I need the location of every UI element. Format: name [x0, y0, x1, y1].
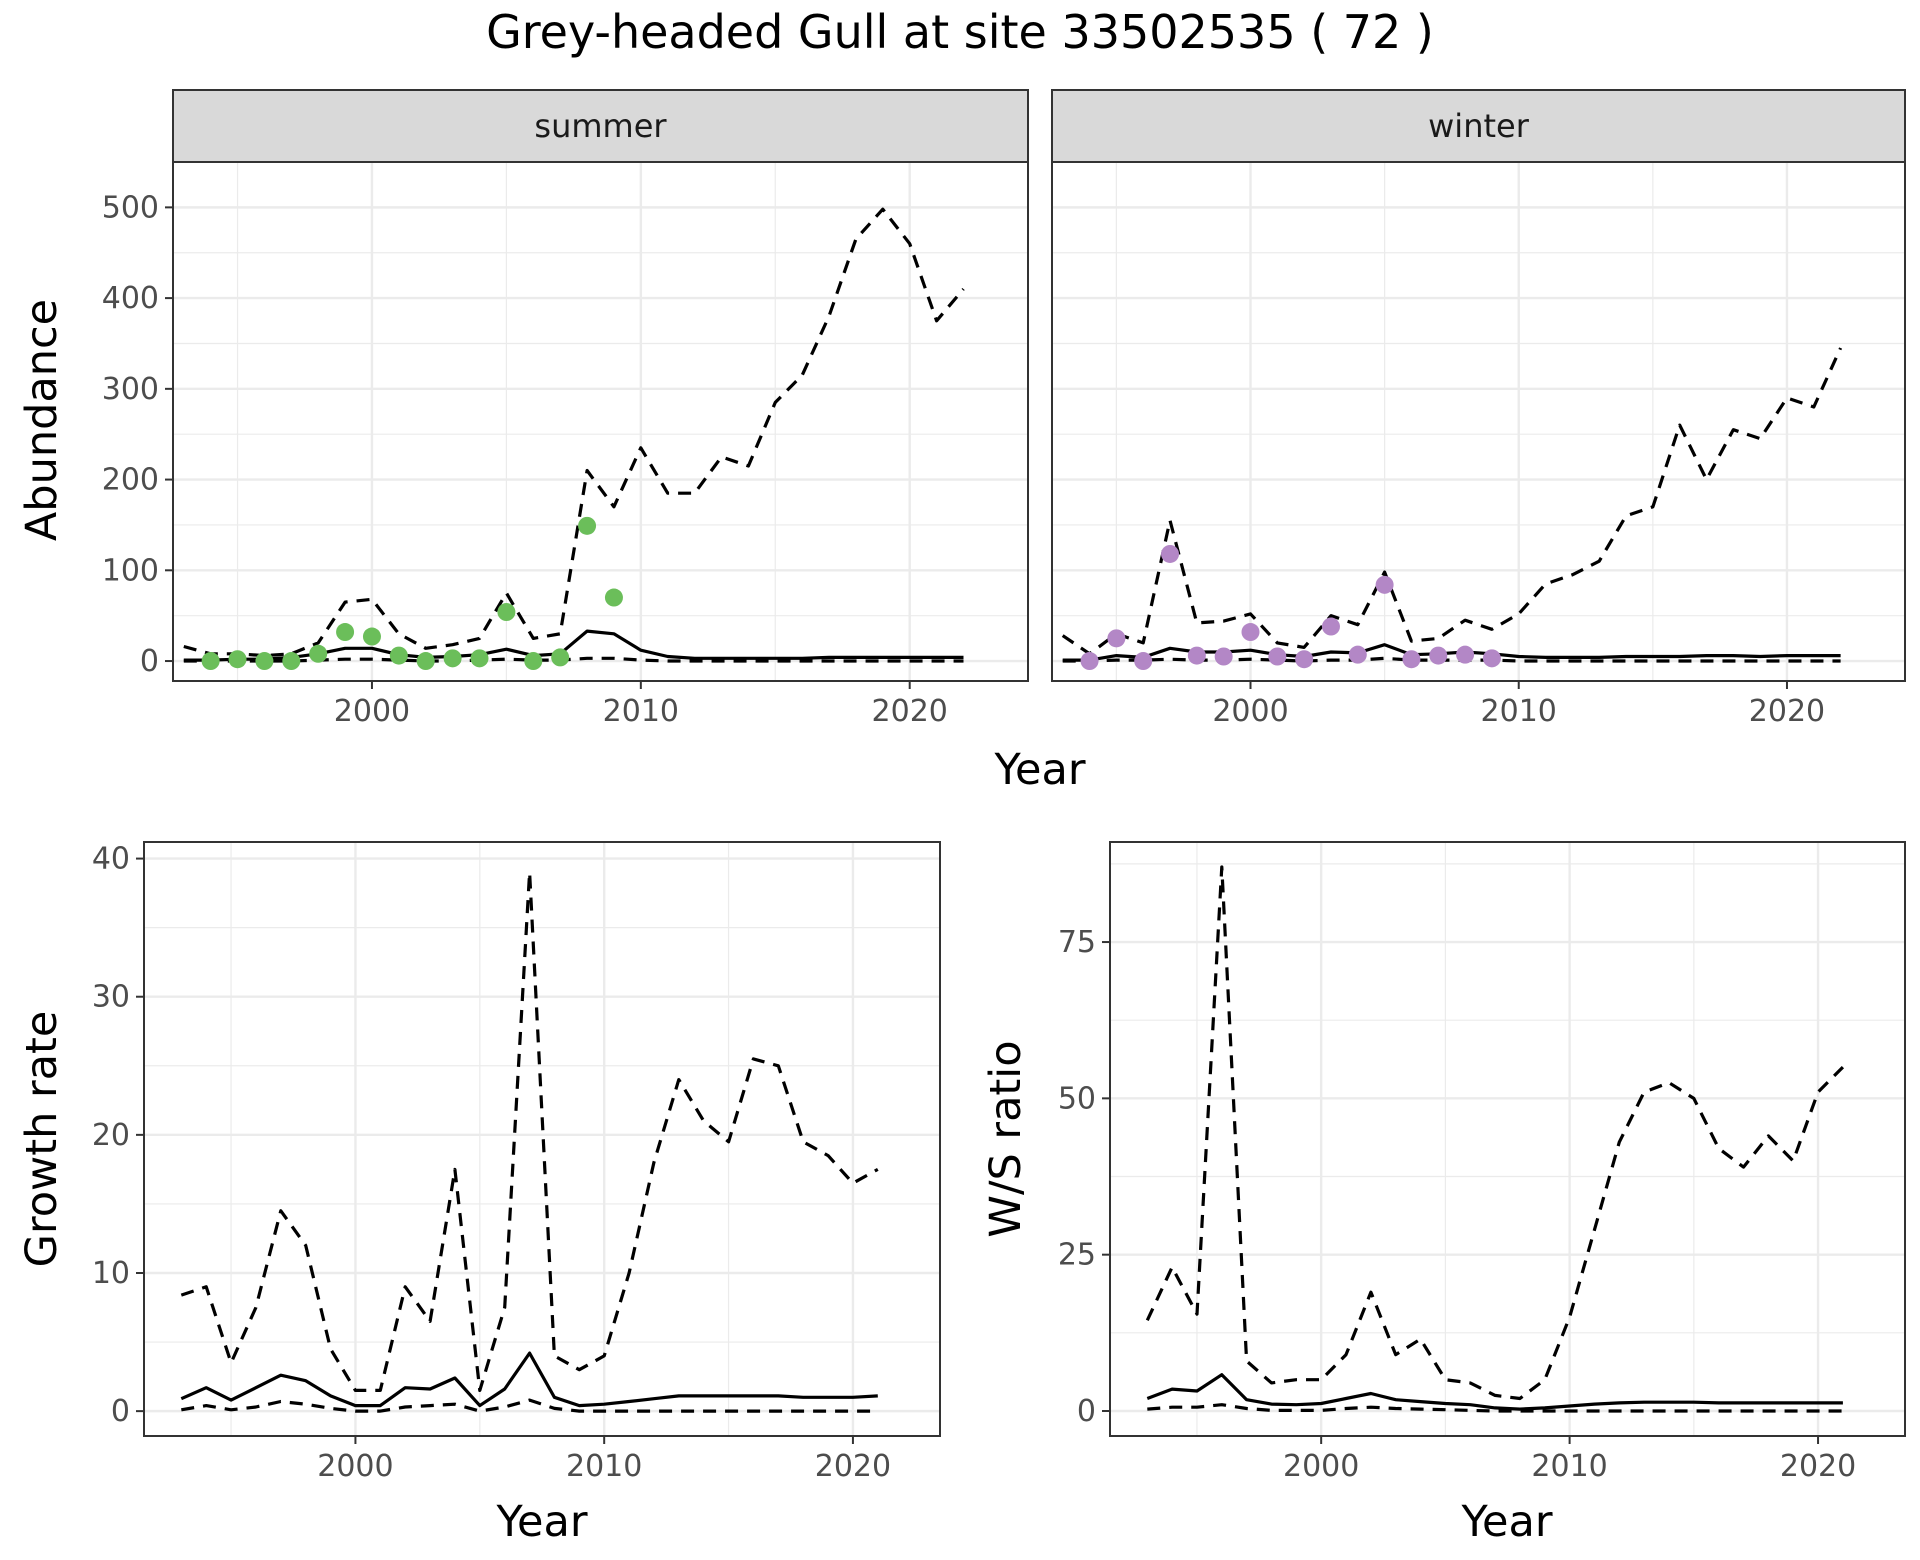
data-point — [1295, 650, 1314, 669]
data-point — [1375, 575, 1394, 594]
data-point — [228, 650, 247, 669]
data-point — [524, 652, 543, 671]
y-tick-label: 200 — [102, 463, 159, 498]
x-tick-label: 2010 — [603, 694, 679, 729]
figure-title: Grey-headed Gull at site 33502535 ( 72 ) — [486, 5, 1434, 59]
y-tick-label: 20 — [92, 1118, 130, 1153]
data-point — [1456, 645, 1475, 664]
data-point — [1268, 647, 1287, 666]
data-point — [1402, 650, 1421, 669]
data-point — [201, 652, 220, 671]
series-line-dashed — [1145, 865, 1845, 1401]
facet-strip — [1051, 89, 1906, 163]
x-tick-label: 2000 — [334, 694, 410, 729]
data-point — [1080, 652, 1099, 671]
y-tick-label: 50 — [1058, 1081, 1096, 1116]
data-point — [282, 652, 301, 671]
panel-border — [1109, 841, 1906, 1437]
x-tick-label: 2020 — [815, 1449, 891, 1484]
facet-strip-label: winter — [1428, 107, 1530, 145]
series-line-solid — [1062, 643, 1841, 662]
x-tick-label: 2020 — [1749, 694, 1825, 729]
data-point — [1134, 652, 1153, 671]
panel-growth: 0 10 20 30 40 2000 2010 2020 Year Growth rate — [17, 841, 941, 1547]
x-axis-title: Year — [495, 1497, 587, 1547]
top-y-axis-title: Abundance — [17, 299, 67, 541]
data-point — [1107, 629, 1126, 648]
y-tick-label: 30 — [92, 980, 130, 1015]
data-point — [470, 649, 489, 668]
x-tick-label: 2010 — [566, 1449, 642, 1484]
data-point — [255, 652, 274, 671]
data-point — [1321, 617, 1340, 636]
data-point — [1187, 646, 1206, 665]
panel-border — [172, 161, 1029, 682]
x-tick-label: 2020 — [872, 694, 948, 729]
y-axis-title: Growth rate — [17, 1011, 67, 1268]
data-point — [389, 646, 408, 665]
data-point — [443, 649, 462, 668]
y-tick-label: 0 — [111, 1394, 130, 1429]
y-tick-label: 400 — [102, 281, 159, 316]
panel-ratio: 0 25 50 75 2000 2010 2020 Year W/S ratio — [981, 841, 1906, 1547]
series-line-dashed — [1061, 347, 1843, 656]
data-point — [1482, 649, 1501, 668]
data-point — [1348, 645, 1367, 664]
y-tick-label: 0 — [140, 644, 159, 679]
series-line-solid — [1146, 1373, 1843, 1411]
y-axis-title: W/S ratio — [981, 1040, 1031, 1237]
x-tick-label: 2000 — [1283, 1449, 1359, 1484]
y-tick-label: 75 — [1058, 925, 1096, 960]
x-tick-label: 2000 — [1212, 694, 1288, 729]
series-line-dashed — [183, 207, 965, 658]
panel-border — [1051, 161, 1906, 682]
y-tick-label: 40 — [92, 842, 130, 877]
y-tick-label: 500 — [102, 190, 159, 225]
x-tick-label: 2010 — [1481, 694, 1557, 729]
y-tick-label: 100 — [102, 553, 159, 588]
series-line-solid — [183, 629, 964, 662]
y-tick-label: 300 — [102, 372, 159, 407]
panel-summer: 0 100 200 300 400 500 2000 2010 2020 summer — [102, 89, 1029, 729]
data-point — [604, 588, 623, 607]
data-point — [309, 644, 328, 663]
series-line-dashed — [180, 870, 879, 1392]
data-point — [416, 652, 435, 671]
panel-border — [143, 841, 941, 1437]
x-tick-label: 2020 — [1780, 1449, 1856, 1484]
x-axis-title: Year — [1460, 1497, 1552, 1547]
data-point — [578, 516, 597, 535]
data-point — [551, 648, 570, 667]
data-point — [1241, 623, 1260, 642]
data-point — [362, 627, 381, 646]
data-point — [497, 603, 516, 622]
series-line-dashed — [181, 1398, 878, 1413]
x-tick-label: 2000 — [317, 1449, 393, 1484]
data-point — [1214, 647, 1233, 666]
y-tick-label: 0 — [1077, 1394, 1096, 1429]
x-tick-label: 2010 — [1531, 1449, 1607, 1484]
series-line-dashed — [1147, 1403, 1843, 1413]
panel-winter: 2000 2010 2020 winter — [1051, 89, 1906, 729]
series-line-solid — [180, 1351, 878, 1408]
top-x-axis-title: Year — [993, 745, 1085, 795]
series-line-dashed — [1062, 656, 1841, 663]
data-point — [1161, 544, 1180, 563]
y-tick-label: 25 — [1058, 1238, 1096, 1273]
facet-strip-label: summer — [534, 107, 667, 145]
facet-strip — [172, 89, 1029, 163]
series-line-dashed — [183, 656, 964, 663]
data-point — [336, 623, 355, 642]
y-tick-label: 10 — [92, 1256, 130, 1291]
data-point — [1429, 646, 1448, 665]
